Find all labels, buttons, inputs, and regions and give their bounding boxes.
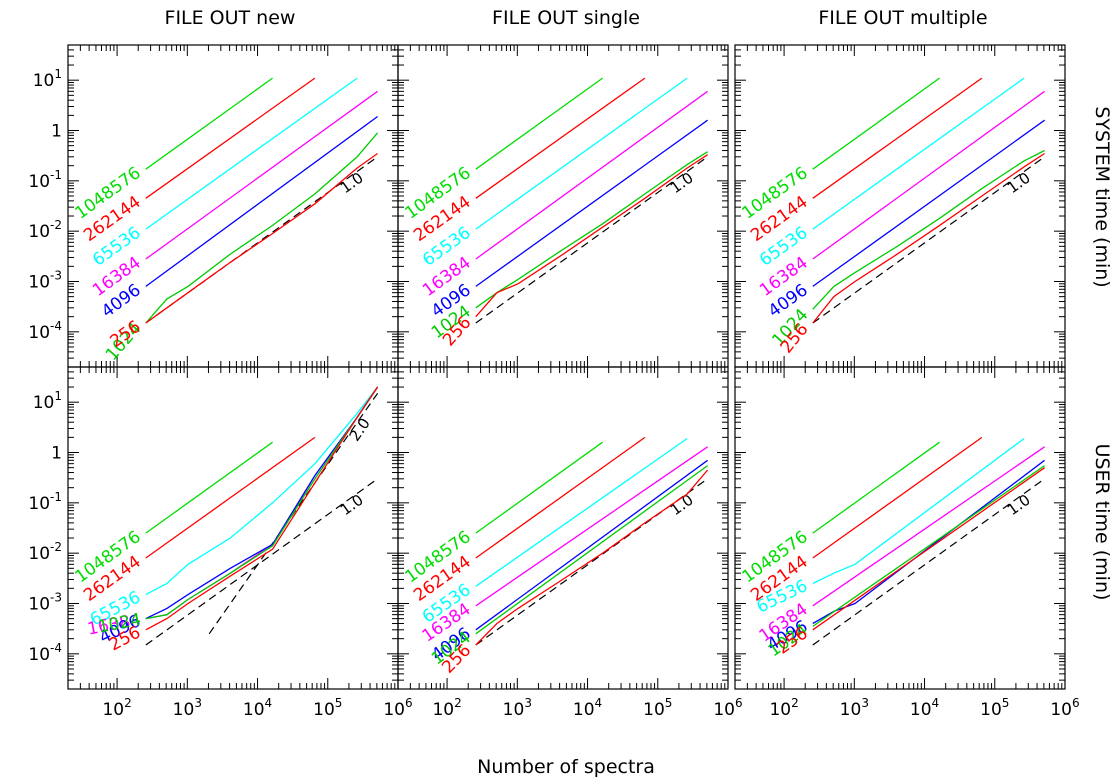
panels-group: 10-4 10-3 10-2 10-1 1 101 1.010485762621446553… (28, 44, 1080, 720)
series-line-65536 (812, 77, 1025, 230)
series-line-65536 (812, 437, 1025, 585)
series-line-4096 (475, 119, 708, 287)
series-line-256 (812, 152, 1045, 324)
series-line-16384 (812, 446, 1045, 607)
reference-line-1.0 (145, 478, 378, 646)
series-line-65536 (145, 386, 379, 596)
x-tick-label: 106 (1050, 696, 1079, 720)
x-tick-label: 106 (713, 696, 742, 720)
column-title-3: FILE OUT multiple (818, 7, 987, 29)
x-tick-label: 103 (503, 696, 532, 720)
series-line-256 (812, 467, 1045, 631)
x-tick-label: 105 (980, 696, 1009, 720)
y-tick-label: 101 (33, 389, 62, 413)
series-line-256 (145, 386, 379, 631)
series-line-4096 (475, 459, 708, 631)
series-line-262144 (145, 436, 316, 559)
series-line-1048576 (812, 77, 940, 170)
series-line-262144 (812, 77, 983, 199)
panel-5: 102 103 104 105 1061.01048576262144655361638… (397, 366, 743, 720)
reference-line-1.0 (812, 478, 1045, 646)
series-line-1048576 (475, 441, 603, 534)
x-axis-label: Number of spectra (477, 756, 655, 778)
y-tick-label: 10-1 (28, 168, 62, 192)
series-line-16384 (475, 446, 708, 607)
y-tick-label: 10-4 (28, 319, 62, 343)
series-line-1048576 (145, 441, 273, 534)
x-tick-label: 103 (840, 696, 869, 720)
reference-line-1.0 (145, 156, 378, 324)
series-line-1024 (475, 465, 708, 635)
series-line-1048576 (145, 77, 273, 170)
series-line-65536 (475, 437, 688, 587)
series-line-262144 (475, 77, 646, 199)
reference-line-1.0 (475, 156, 708, 324)
x-tick-label: 105 (643, 696, 672, 720)
x-tick-label: 106 (383, 696, 412, 720)
series-line-256 (475, 469, 709, 646)
column-title-2: FILE OUT single (492, 7, 640, 29)
panel-1: 10-410-310-210-111011.010485762621446553… (28, 44, 399, 368)
panel-6: 102 103 104 105 1061.01048576262144655361638… (734, 366, 1080, 720)
reference-line-label: 1.0 (1004, 491, 1034, 520)
series-line-1024 (475, 151, 708, 309)
series-line-1024 (812, 465, 1045, 627)
series-line-4096 (145, 115, 378, 287)
series-line-16384 (812, 90, 1045, 260)
series-line-262144 (475, 436, 646, 559)
series-line-256 (145, 152, 378, 324)
series-line-262144 (145, 77, 316, 199)
series-line-256 (475, 154, 708, 318)
x-tick-label: 103 (173, 696, 202, 720)
y-tick-label: 101 (33, 67, 62, 91)
row-label-system: SYSTEM time (min) (1091, 106, 1113, 287)
row-label-user: USER time (min) (1091, 444, 1113, 601)
series-line-16384 (475, 90, 708, 260)
panel-frame (397, 366, 729, 690)
series-line-16384 (145, 90, 378, 260)
series-line-65536 (475, 77, 688, 230)
column-title-1: FILE OUT new (165, 7, 296, 29)
series-line-1048576 (475, 77, 603, 170)
x-tick-label: 102 (102, 696, 131, 720)
reference-line-label: 1.0 (667, 169, 697, 198)
y-tick-label: 10-4 (28, 641, 62, 665)
reference-line-label: 1.0 (337, 491, 367, 520)
y-tick-label: 10-1 (28, 490, 62, 514)
panel-frame (734, 366, 1066, 690)
series-line-1048576 (812, 441, 940, 534)
x-tick-label: 104 (910, 696, 939, 720)
y-tick-label: 10-3 (28, 268, 62, 292)
x-tick-label: 104 (573, 696, 602, 720)
series-line-262144 (812, 436, 983, 559)
series-line-65536 (145, 77, 358, 230)
series-line-4096 (812, 459, 1045, 625)
reference-line-label: 1.0 (1004, 169, 1034, 198)
reference-line-1.0 (812, 156, 1045, 324)
series-line-1024 (812, 149, 1045, 310)
series-line-1024 (145, 132, 379, 324)
x-tick-label: 102 (769, 696, 798, 720)
x-tick-label: 102 (432, 696, 461, 720)
y-tick-label: 10-3 (28, 590, 62, 614)
y-tick-label: 10-2 (28, 218, 62, 242)
x-tick-label: 105 (313, 696, 342, 720)
y-tick-label: 1 (51, 444, 62, 464)
y-tick-label: 1 (51, 122, 62, 142)
x-tick-label: 104 (243, 696, 272, 720)
y-tick-label: 10-2 (28, 540, 62, 564)
series-line-4096 (812, 119, 1045, 287)
